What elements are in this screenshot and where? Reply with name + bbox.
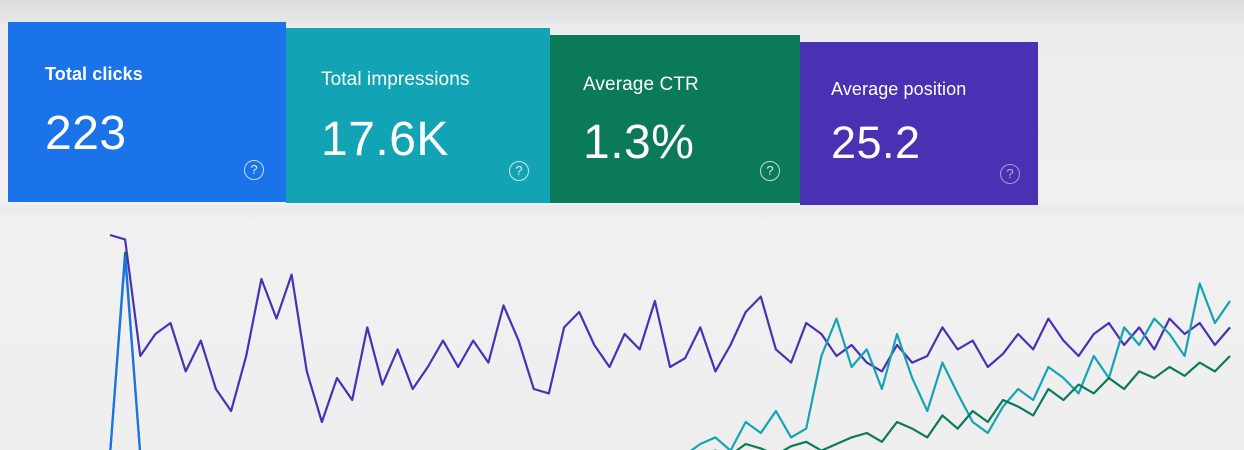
metric-label: Total clicks: [45, 64, 143, 84]
metric-label: Average position: [831, 79, 967, 99]
metric-value: 223: [45, 107, 127, 160]
help-icon[interactable]: ?: [760, 161, 780, 181]
metric-label: Total impressions: [321, 69, 470, 90]
chart-svg: [109, 233, 1231, 450]
metric-cards: Total clicks 223 ? Total impressions 17.…: [0, 0, 1244, 220]
help-icon[interactable]: ?: [1000, 164, 1020, 184]
metric-card-total-impressions[interactable]: Total impressions 17.6K ?: [286, 28, 550, 203]
metric-value: 1.3%: [583, 116, 695, 169]
metric-card-total-clicks[interactable]: Total clicks 223 ?: [8, 22, 286, 202]
metric-value: 25.2: [831, 117, 921, 168]
series-line-1: [690, 282, 1231, 450]
top-strip: [0, 0, 1244, 24]
help-icon[interactable]: ?: [509, 161, 529, 181]
series-line-2: [109, 251, 1231, 450]
metric-card-average-ctr[interactable]: Average CTR 1.3% ?: [550, 35, 800, 203]
series-line-0: [109, 233, 1231, 424]
metric-label: Average CTR: [583, 74, 699, 95]
performance-chart: [0, 205, 1244, 450]
metric-card-average-position[interactable]: Average position 25.2 ?: [800, 42, 1038, 205]
metric-value: 17.6K: [321, 113, 449, 166]
help-icon[interactable]: ?: [244, 160, 264, 180]
series-line-3: [109, 255, 142, 450]
chart-top-fade: [0, 205, 1244, 223]
